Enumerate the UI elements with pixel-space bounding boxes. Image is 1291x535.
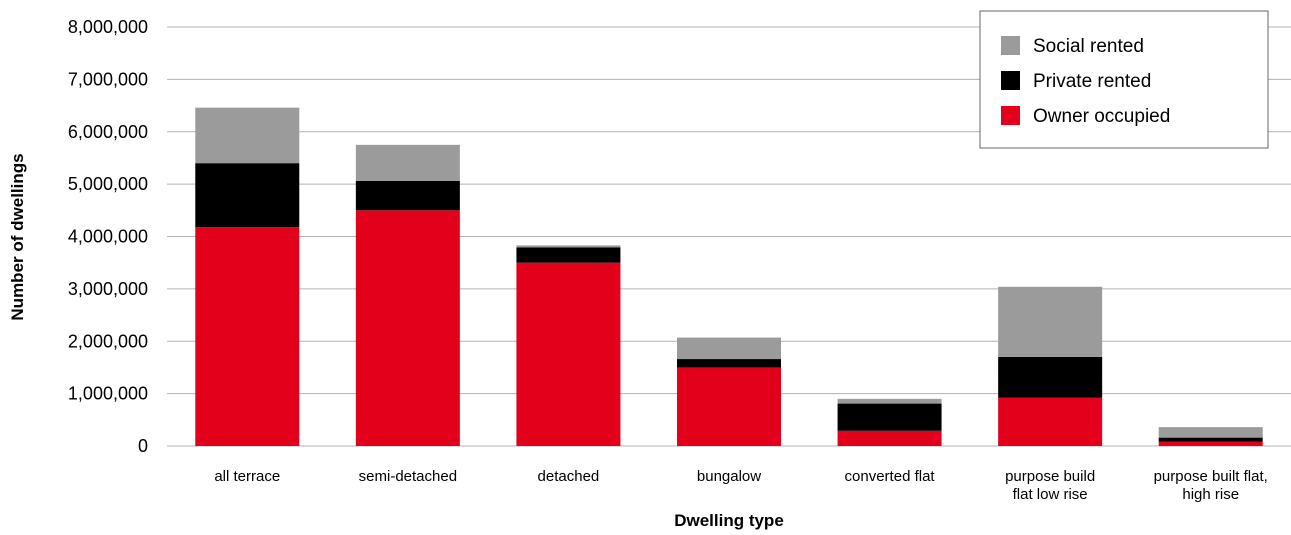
- bar-segment: [516, 247, 621, 263]
- legend-swatch: [1001, 36, 1020, 55]
- y-tick-label: 0: [138, 436, 148, 456]
- bar-segment: [195, 163, 300, 228]
- legend-label: Owner occupied: [1033, 106, 1170, 127]
- y-tick-label: 4,000,000: [68, 227, 148, 247]
- bar-segment: [998, 286, 1103, 357]
- x-tick-label: detached: [538, 468, 600, 485]
- bar-segment: [1158, 441, 1263, 446]
- x-tick-label: semi-detached: [359, 468, 457, 485]
- y-axis-tick-labels: 0 1,000,000 2,000,000 3,000,000 4,000,000 5,0…: [68, 17, 148, 456]
- bar-segment: [195, 107, 300, 164]
- bar-segment: [677, 367, 781, 446]
- x-tick-label: all terrace: [214, 468, 280, 485]
- y-tick-label: 6,000,000: [68, 122, 148, 142]
- bar-segment: [355, 144, 460, 181]
- legend-label: Social rented: [1033, 36, 1144, 57]
- legend-box: [979, 10, 1269, 149]
- bar-segment: [195, 227, 300, 446]
- bar-segment: [998, 397, 1103, 446]
- bar-segment: [1158, 427, 1263, 438]
- x-tick-label: bungalow: [697, 468, 761, 485]
- bar-segment: [1158, 437, 1263, 442]
- y-tick-label: 8,000,000: [68, 17, 148, 37]
- x-tick-label: purpose built flat, high rise: [1154, 468, 1268, 503]
- x-axis-category-labels: all terrace semi-detached detached bungalow…: [214, 468, 1267, 503]
- gridlines: [167, 26, 1291, 447]
- y-tick-label: 7,000,000: [68, 69, 148, 89]
- bar-segment: [516, 245, 621, 248]
- legend-swatch: [1001, 106, 1020, 125]
- x-axis-title: Dwelling type: [674, 511, 784, 530]
- y-axis-title: Number of dwellings: [8, 153, 27, 320]
- bars: [195, 107, 1263, 446]
- bar-segment: [837, 430, 942, 446]
- y-tick-label: 2,000,000: [68, 331, 148, 351]
- bar-segment: [837, 398, 942, 404]
- bar-segment: [998, 356, 1103, 398]
- bar-segment: [355, 180, 460, 211]
- y-tick-label: 3,000,000: [68, 279, 148, 299]
- bar-segment: [677, 359, 781, 368]
- legend: Social rented Private rented Owner occupie…: [979, 10, 1269, 149]
- bar-segment: [516, 262, 621, 446]
- legend-swatch: [1001, 71, 1020, 90]
- legend-label: Private rented: [1033, 71, 1151, 92]
- bar-segment: [677, 337, 781, 360]
- x-tick-label: purpose build flat low rise: [1005, 468, 1095, 503]
- bar-segment: [837, 403, 942, 431]
- y-tick-label: 1,000,000: [68, 384, 148, 404]
- bar-segment: [355, 210, 460, 446]
- y-tick-label: 5,000,000: [68, 174, 148, 194]
- x-tick-label: converted flat: [845, 468, 936, 485]
